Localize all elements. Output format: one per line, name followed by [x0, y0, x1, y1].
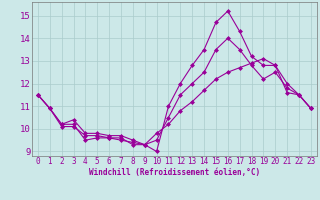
X-axis label: Windchill (Refroidissement éolien,°C): Windchill (Refroidissement éolien,°C) — [89, 168, 260, 177]
